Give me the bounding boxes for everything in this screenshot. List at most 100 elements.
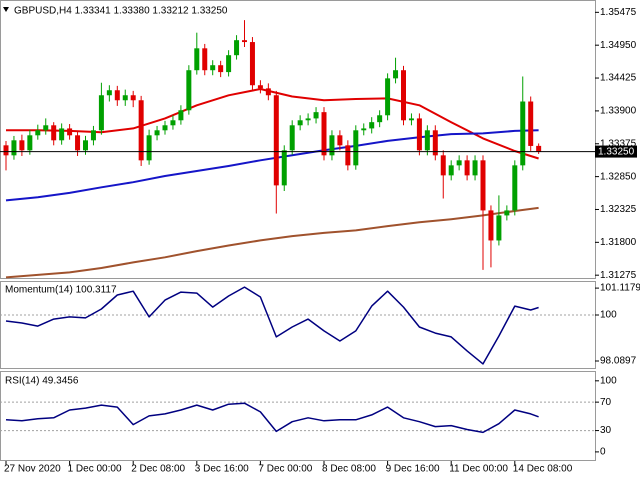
candle-body bbox=[345, 145, 351, 166]
indicator-line bbox=[5, 286, 539, 365]
candle-body bbox=[337, 135, 343, 146]
y-tick-label: 30 bbox=[600, 425, 612, 436]
candle-body bbox=[202, 48, 208, 71]
y-tick-label: 101.1179 bbox=[600, 283, 640, 294]
x-tick-label: 27 Nov 2020 bbox=[4, 464, 61, 475]
candle-body bbox=[289, 125, 295, 151]
candle-body bbox=[361, 128, 367, 131]
candle-body bbox=[496, 215, 502, 241]
candle-body bbox=[106, 90, 112, 96]
candle-body bbox=[385, 78, 391, 116]
candle-body bbox=[257, 85, 263, 89]
candle-body bbox=[3, 145, 9, 156]
candle-body bbox=[432, 130, 438, 156]
momentum-panel-frame bbox=[0, 281, 596, 369]
candle-body bbox=[11, 140, 17, 156]
candle-body bbox=[393, 70, 399, 79]
candle-body bbox=[265, 88, 271, 96]
candle-body bbox=[512, 165, 518, 211]
panel-title: RSI(14) 49.3456 bbox=[5, 376, 79, 387]
candle-body bbox=[313, 112, 319, 119]
candle-body bbox=[67, 128, 73, 136]
candle-body bbox=[416, 118, 422, 151]
candle-body bbox=[297, 120, 303, 126]
x-tick-label: 9 Dec 16:00 bbox=[386, 464, 440, 475]
candle-body bbox=[162, 125, 168, 131]
last-price-box bbox=[595, 145, 637, 158]
x-tick-label: 14 Dec 08:00 bbox=[513, 464, 573, 475]
candle-body bbox=[480, 160, 486, 211]
moving-average bbox=[5, 206, 539, 279]
y-tick-label: 70 bbox=[600, 397, 612, 408]
panel-title: GBPUSD,H4 1.33341 1.33380 1.33212 1.3325… bbox=[14, 6, 228, 17]
candle-body bbox=[329, 135, 335, 156]
candle-body bbox=[273, 95, 279, 186]
y-tick-label: 0 bbox=[600, 447, 606, 458]
last-price-label: 1.33250 bbox=[598, 147, 635, 158]
candle-body bbox=[210, 65, 216, 71]
candle-body bbox=[122, 95, 128, 101]
y-tick-label: 1.33375 bbox=[600, 138, 637, 149]
candle-body bbox=[464, 160, 470, 176]
main-panel-frame bbox=[0, 0, 596, 279]
candle-body bbox=[19, 140, 25, 151]
x-tick-label: 1 Dec 00:00 bbox=[68, 464, 122, 475]
candle-body bbox=[27, 135, 33, 151]
candle-body bbox=[35, 130, 41, 136]
candle-body bbox=[321, 112, 327, 156]
candle-body bbox=[146, 135, 152, 161]
candle-body bbox=[488, 210, 494, 241]
y-tick-label: 100 bbox=[600, 375, 617, 386]
candle-body bbox=[83, 140, 88, 151]
candle-body bbox=[234, 40, 240, 56]
y-tick-label: 1.34950 bbox=[600, 40, 637, 51]
x-tick-label: 7 Dec 00:00 bbox=[258, 464, 312, 475]
candle-body bbox=[456, 160, 462, 166]
candle-body bbox=[98, 95, 104, 131]
y-tick-label: 1.31800 bbox=[600, 237, 637, 248]
y-tick-label: 98.0897 bbox=[600, 356, 637, 367]
candle-body bbox=[528, 101, 534, 146]
candle-body bbox=[424, 130, 430, 151]
candle-body bbox=[281, 150, 287, 186]
candle-body bbox=[536, 145, 542, 152]
candle-body bbox=[377, 115, 383, 123]
candle-body bbox=[170, 120, 176, 126]
candle-body bbox=[194, 48, 200, 71]
x-tick-label: 3 Dec 16:00 bbox=[195, 464, 249, 475]
candle-body bbox=[43, 125, 49, 131]
candle-body bbox=[186, 70, 192, 111]
candle-body bbox=[138, 100, 144, 161]
candle-body bbox=[242, 40, 247, 43]
rsi-panel-frame bbox=[0, 371, 596, 461]
y-tick-label: 1.32850 bbox=[600, 171, 637, 182]
candle-body bbox=[75, 135, 81, 151]
candle-body bbox=[59, 128, 65, 141]
candle-body bbox=[353, 130, 359, 166]
candle-body bbox=[51, 125, 57, 141]
candle-body bbox=[154, 130, 160, 136]
candle-body bbox=[249, 42, 255, 86]
y-tick-label: 1.32325 bbox=[600, 204, 637, 215]
candle-body bbox=[440, 155, 446, 176]
y-tick-label: 1.33900 bbox=[600, 106, 637, 117]
candle-body bbox=[178, 110, 184, 121]
candle-body bbox=[90, 130, 96, 141]
y-tick-label: 100 bbox=[600, 310, 617, 321]
collapse-arrow bbox=[3, 7, 9, 12]
candle-body bbox=[218, 65, 224, 73]
y-tick-label: 1.31275 bbox=[600, 270, 637, 281]
candle-body bbox=[408, 118, 414, 121]
panel-title: Momentum(14) 100.3117 bbox=[5, 285, 117, 296]
y-tick-label: 1.35475 bbox=[600, 7, 637, 18]
candle-body bbox=[401, 70, 406, 121]
x-tick-label: 2 Dec 08:00 bbox=[131, 464, 185, 475]
candle-body bbox=[305, 118, 311, 121]
candle-body bbox=[369, 122, 375, 129]
candle-body bbox=[520, 101, 526, 166]
y-tick-label: 1.34425 bbox=[600, 73, 637, 84]
candle-body bbox=[504, 210, 510, 216]
x-tick-label: 8 Dec 08:00 bbox=[322, 464, 376, 475]
